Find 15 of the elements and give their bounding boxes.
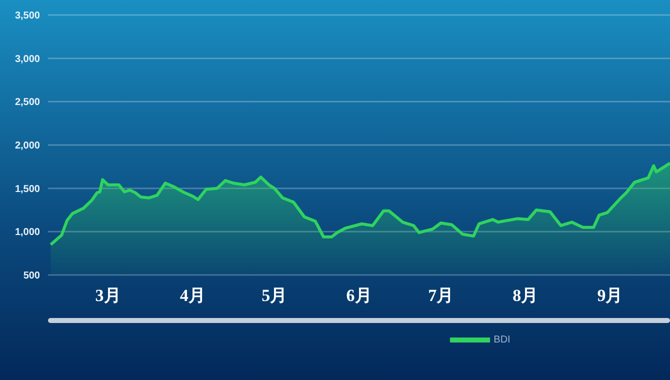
y-tick-label: 1,500: [14, 184, 40, 195]
x-tick-label: 8月: [512, 286, 538, 306]
y-tick-label: 500: [23, 270, 40, 282]
x-tick-label: 4月: [180, 286, 206, 306]
legend-label: BDI: [494, 334, 510, 346]
x-tick-label: 6月: [346, 286, 372, 306]
x-tick-label: 3月: [95, 286, 121, 306]
y-tick-label: 3,000: [14, 54, 40, 65]
x-tick-label: 5月: [262, 286, 288, 306]
y-tick-label: 2,000: [14, 140, 40, 152]
x-tick-label: 9月: [597, 286, 623, 306]
x-tick-label: 7月: [428, 286, 454, 306]
y-tick-label: 3,500: [14, 10, 40, 22]
y-tick-label: 1,000: [14, 227, 40, 238]
y-tick-label: 2,500: [14, 97, 40, 108]
